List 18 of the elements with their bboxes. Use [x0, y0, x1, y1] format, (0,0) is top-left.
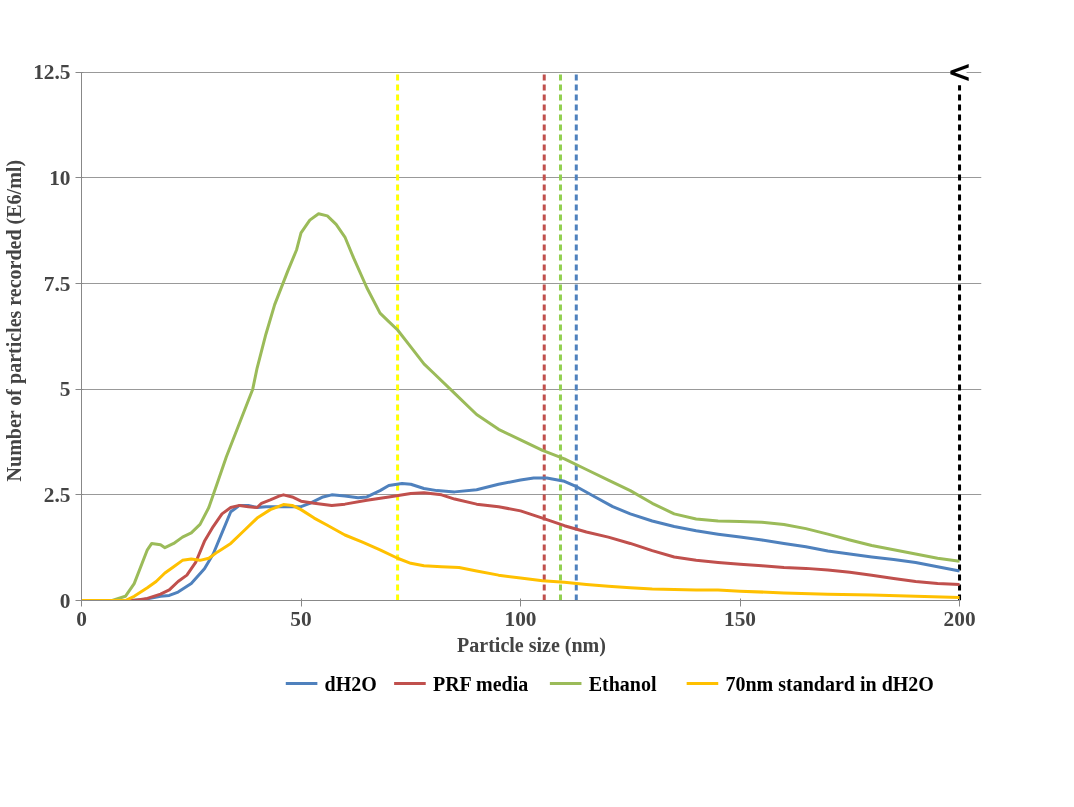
x-tick-label: 50	[290, 606, 312, 631]
y-tick-label: 10	[49, 165, 71, 190]
x-tick-label: 0	[76, 606, 87, 631]
x-axis-title: Particle size (nm)	[457, 633, 606, 657]
y-tick-label: 2.5	[43, 482, 71, 507]
y-tick-label: 12.5	[33, 60, 71, 85]
y-tick-label: 0	[59, 588, 71, 613]
y-tick-label: 5	[59, 377, 71, 402]
x-tick-label: 100	[504, 606, 537, 631]
x-tick-label: 200	[943, 606, 976, 631]
legend-label: PRF media	[432, 672, 529, 695]
legend-label: Ethanol	[588, 672, 657, 695]
legend-label: 70nm standard in dH2O	[725, 672, 934, 695]
annotation: <	[947, 55, 972, 90]
y-tick-label: 7.5	[43, 271, 71, 296]
y-axis-title: Number of particles recorded (E6/ml)	[3, 159, 27, 482]
legend-label: dH2O	[324, 672, 377, 695]
x-tick-label: 150	[724, 606, 757, 631]
